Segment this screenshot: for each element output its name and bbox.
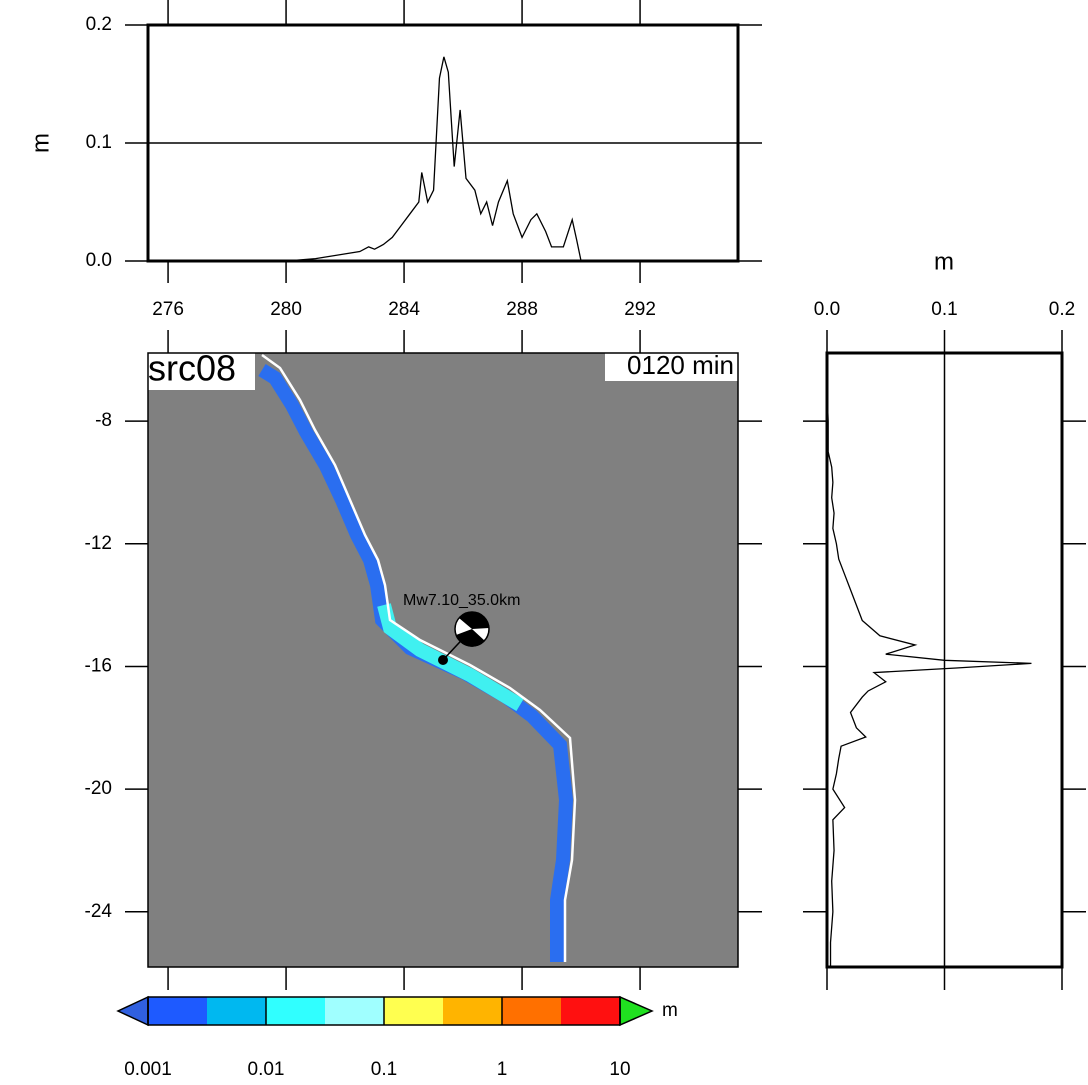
time-box xyxy=(605,352,738,381)
color-bin xyxy=(266,997,326,1025)
x-tick-label: 276 xyxy=(152,299,184,320)
series-line xyxy=(250,56,582,262)
y-axis-label: m xyxy=(27,133,54,153)
y-tick-label: -12 xyxy=(85,533,112,554)
colorbar-tick-label: 1 xyxy=(497,1059,508,1080)
plot-frame xyxy=(825,351,1064,969)
x-axis-label: m xyxy=(934,248,954,275)
x-tick-label: 0.0 xyxy=(814,299,840,320)
y-tick-label: -24 xyxy=(85,901,113,922)
color-bin xyxy=(148,997,208,1025)
colorbar-tick-label: 0.1 xyxy=(371,1059,397,1080)
x-tick-label: 0.2 xyxy=(1049,299,1075,320)
colorbar-tick-label: 0.01 xyxy=(248,1059,285,1080)
y-tick-label: 0.0 xyxy=(86,250,112,271)
map-title: src08 xyxy=(148,348,236,389)
colorbar-label: m xyxy=(662,1000,678,1021)
colorbar-tick-label: 10 xyxy=(609,1059,630,1080)
colorbar-tick-label: 0.001 xyxy=(124,1059,172,1080)
x-tick-label: 284 xyxy=(388,299,420,320)
event-label: Mw7.10_35.0km xyxy=(403,592,520,609)
x-tick-label: 280 xyxy=(270,299,302,320)
x-tick-label: 0.1 xyxy=(931,299,957,320)
x-tick-label: 288 xyxy=(506,299,538,320)
y-tick-label: -16 xyxy=(85,655,112,676)
under-arrow xyxy=(116,995,149,1027)
color-bin xyxy=(325,997,385,1025)
y-tick-label: 0.1 xyxy=(86,132,112,153)
over-arrow xyxy=(619,995,654,1027)
color-bin xyxy=(561,997,621,1025)
series-line xyxy=(826,359,1032,967)
y-tick-label: 0.2 xyxy=(86,14,112,35)
color-bin xyxy=(207,997,267,1025)
x-tick-label: 292 xyxy=(624,299,656,320)
time-label: 0120 min xyxy=(627,350,734,380)
y-tick-label: -8 xyxy=(95,410,112,431)
plot-frame xyxy=(146,23,740,263)
beachball-quadrants xyxy=(456,611,489,647)
color-bin xyxy=(384,997,444,1025)
color-bin xyxy=(443,997,503,1025)
title-box xyxy=(143,352,255,390)
y-tick-label: -20 xyxy=(85,778,112,799)
map-frame xyxy=(147,352,739,968)
beachball xyxy=(442,611,490,661)
coastline xyxy=(261,353,577,962)
color-bin xyxy=(502,997,562,1025)
